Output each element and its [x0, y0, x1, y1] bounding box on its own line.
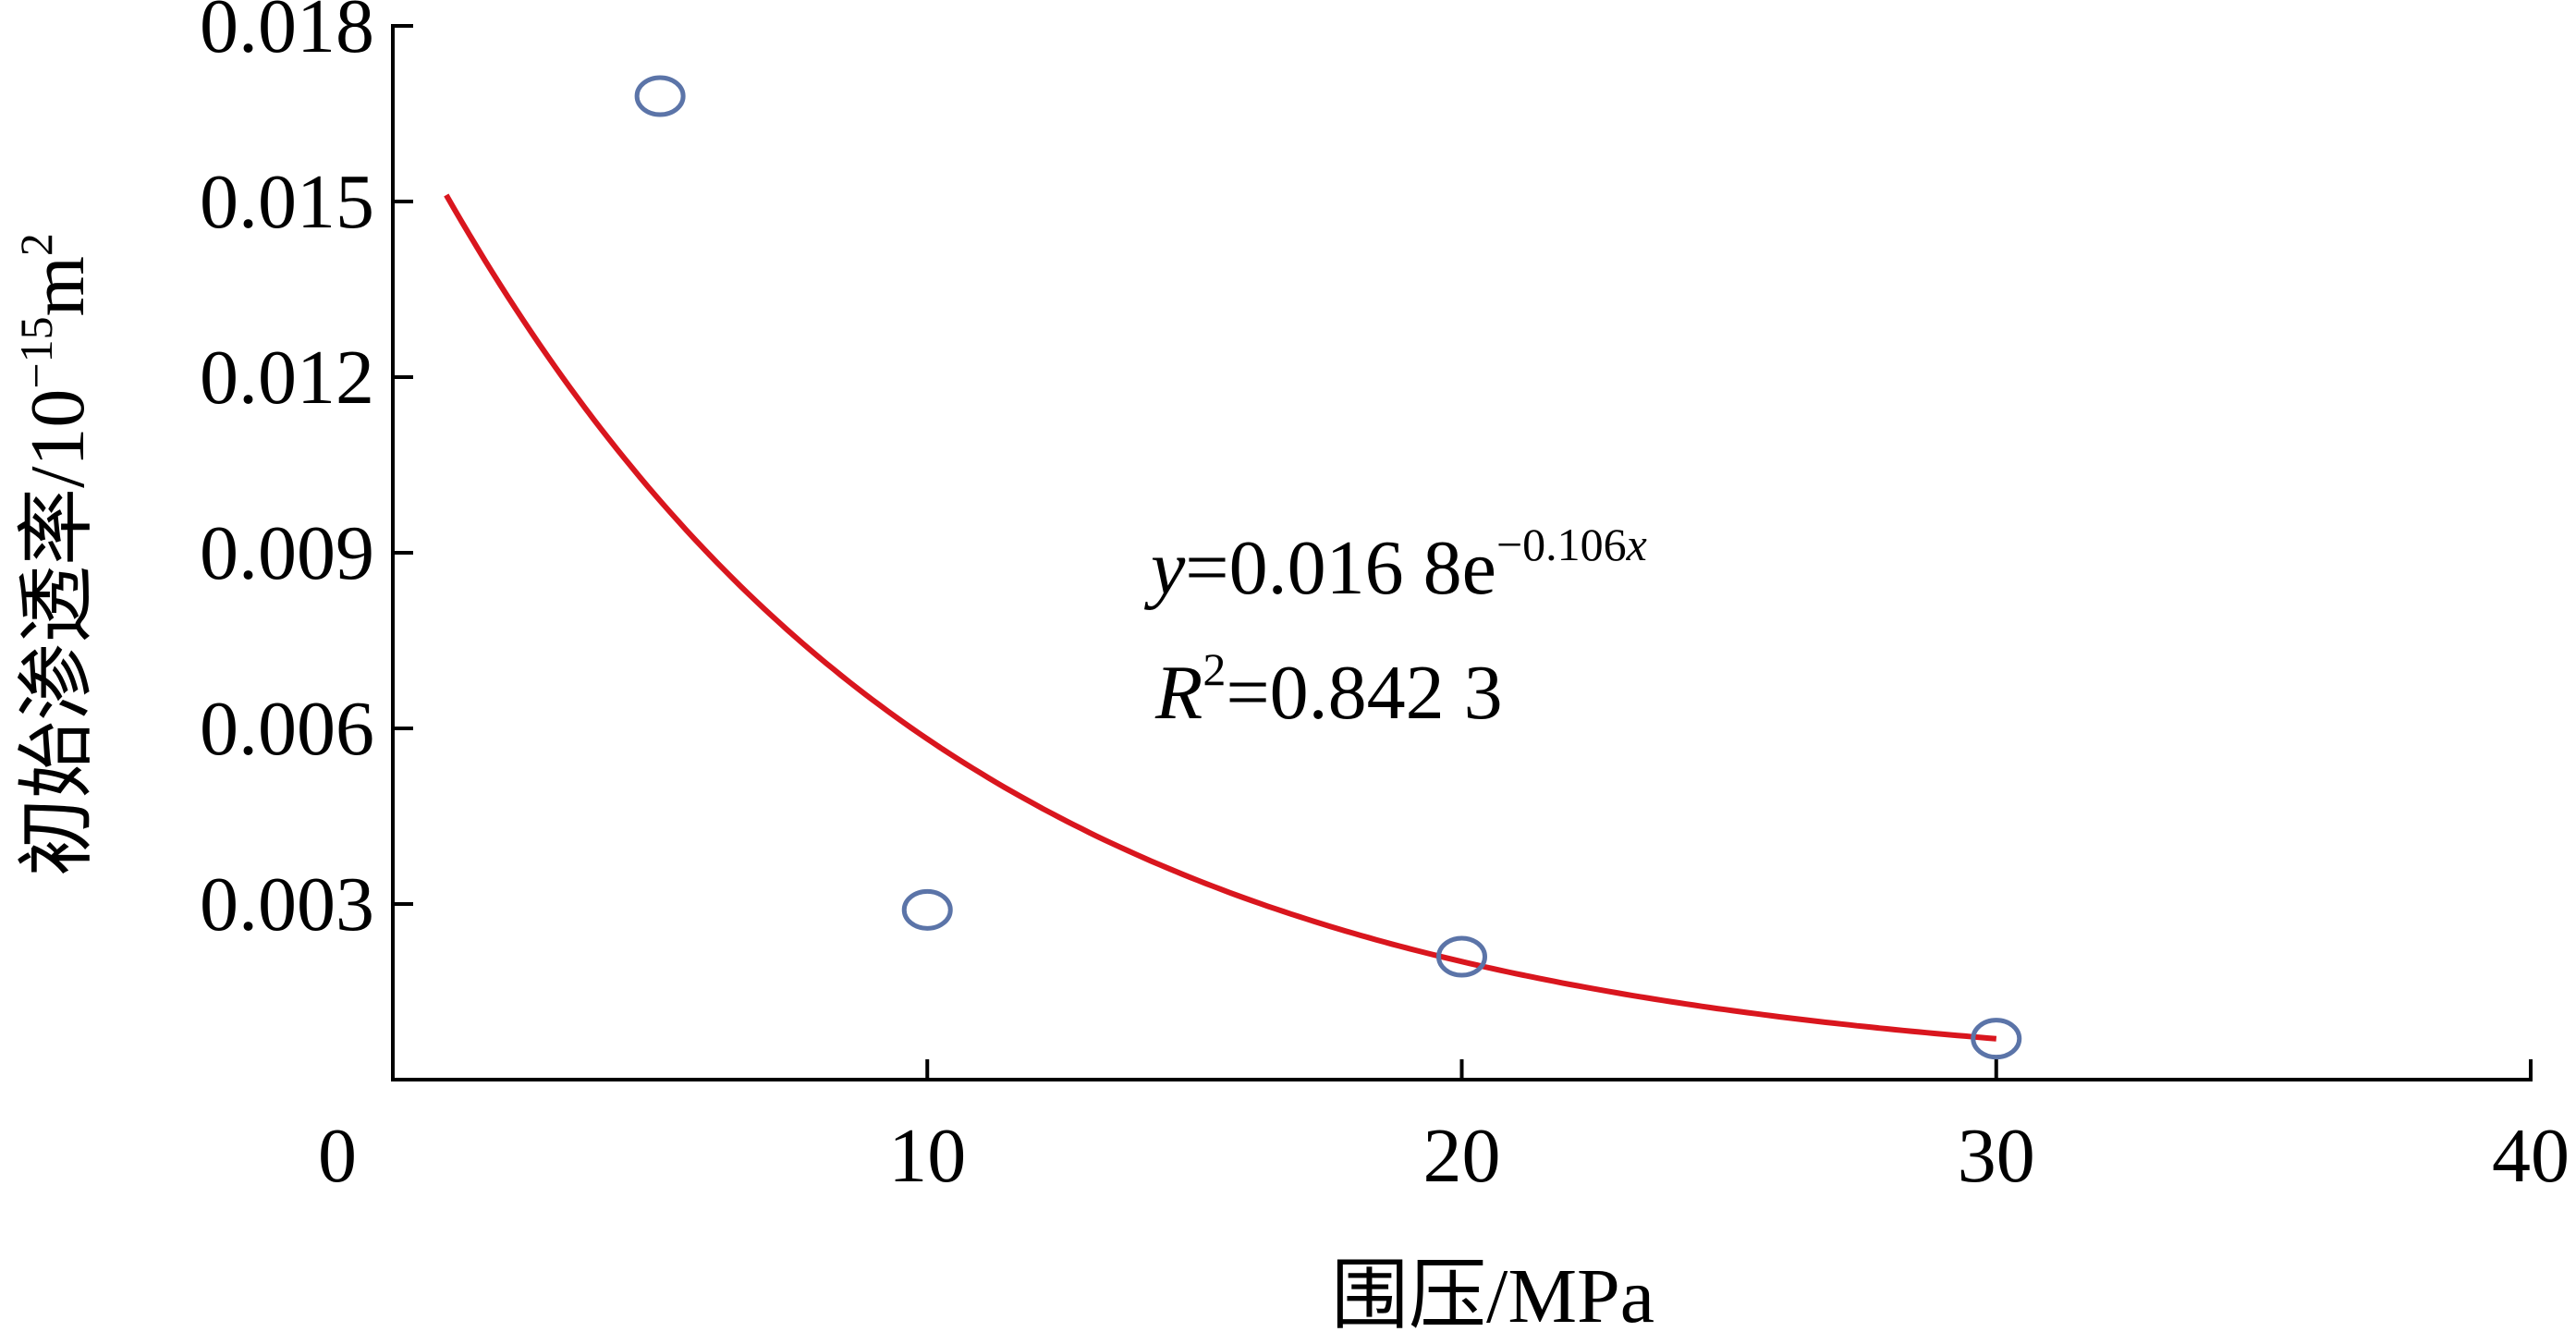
- fit-curve-layer: [446, 195, 1996, 1039]
- r-squared-value: =0.842 3: [1226, 650, 1502, 736]
- y-tick-label: 0.012: [200, 335, 374, 421]
- x-tick-label: 40: [2492, 1113, 2570, 1199]
- r-squared-r: R: [1154, 650, 1203, 736]
- x-axis-label: 围压/MPa: [1331, 1253, 1654, 1339]
- r-squared-power: 2: [1203, 643, 1226, 695]
- r-squared-label: R2=0.842 3: [1154, 643, 1503, 736]
- fit-equation-body: =0.016 8e: [1185, 525, 1496, 611]
- y-axis-label-unit: m: [15, 256, 101, 316]
- fit-equation: y=0.016 8e−0.106x: [1143, 519, 1647, 611]
- data-point: [637, 78, 683, 115]
- chart-svg: 0 10 20 30 40 0.003 0.006 0.009 0.012 0.015 0.018…: [0, 0, 2576, 1339]
- y-axis-label-base: 初始渗透率/10: [15, 389, 101, 876]
- y-tick-label: 0.006: [200, 686, 374, 772]
- y-tick-label: 0.018: [200, 0, 374, 69]
- y-tick-label: 0.015: [200, 159, 374, 245]
- y-axis-label-exponent: −15: [10, 316, 62, 388]
- y-tick-group: 0.003 0.006 0.009 0.012 0.015 0.018: [200, 0, 413, 947]
- fit-equation-exponent: −0.106: [1496, 519, 1627, 570]
- chart-container: 0 10 20 30 40 0.003 0.006 0.009 0.012 0.015 0.018…: [0, 0, 2576, 1339]
- y-tick-label: 0.009: [200, 510, 374, 596]
- x-tick-label: 30: [1958, 1113, 2035, 1199]
- y-axis-label: 初始渗透率/10−15m2: [10, 233, 101, 876]
- y-axis-label-unit-power: 2: [10, 233, 62, 256]
- fit-curve: [446, 195, 1996, 1039]
- fit-equation-y: y: [1143, 525, 1186, 611]
- x-tick-label: 10: [888, 1113, 966, 1199]
- data-point: [904, 891, 950, 928]
- y-tick-label: 0.003: [200, 861, 374, 947]
- x-tick-label: 20: [1423, 1113, 1501, 1199]
- fit-equation-exponent-var: x: [1626, 519, 1647, 570]
- x-tick-label: 0: [318, 1113, 357, 1199]
